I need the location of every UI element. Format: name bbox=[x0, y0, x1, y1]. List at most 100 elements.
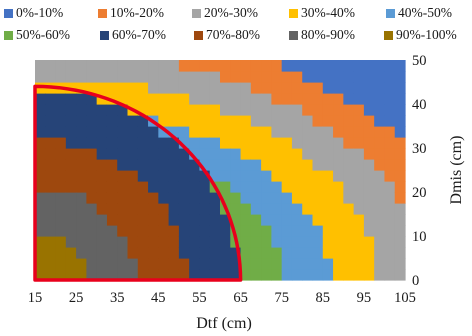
contour-cell bbox=[127, 148, 139, 160]
contour-cell bbox=[291, 214, 303, 226]
contour-cell bbox=[199, 225, 211, 237]
contour-cell bbox=[384, 115, 396, 127]
contour-cell bbox=[148, 247, 159, 259]
contour-cell bbox=[271, 192, 283, 204]
contour-cell bbox=[189, 93, 201, 105]
contour-cell bbox=[312, 225, 324, 237]
contour-cell bbox=[106, 181, 118, 193]
contour-cell bbox=[312, 60, 324, 72]
contour-cell bbox=[127, 181, 139, 193]
contour-cell bbox=[117, 71, 129, 83]
contour-cell bbox=[322, 258, 334, 270]
contour-cell bbox=[45, 214, 57, 226]
contour-cell bbox=[45, 247, 57, 259]
contour-cell bbox=[65, 148, 77, 160]
contour-cell bbox=[35, 170, 46, 182]
legend-item: 60%-70% bbox=[100, 26, 166, 44]
contour-cell bbox=[127, 203, 139, 215]
contour-cell bbox=[302, 82, 314, 94]
contour-cell bbox=[333, 115, 344, 127]
contour-cell bbox=[384, 192, 396, 204]
contour-cell bbox=[291, 170, 303, 182]
contour-cell bbox=[189, 170, 201, 182]
contour-cell bbox=[137, 269, 149, 281]
contour-cell bbox=[333, 82, 344, 94]
contour-cell bbox=[199, 214, 211, 226]
contour-cell bbox=[281, 181, 293, 193]
contour-cell bbox=[117, 159, 129, 171]
contour-cell bbox=[322, 192, 334, 204]
contour-cell bbox=[240, 181, 252, 193]
contour-cell bbox=[168, 126, 180, 138]
contour-cell bbox=[35, 60, 46, 72]
contour-cell bbox=[261, 214, 272, 226]
contour-cell bbox=[65, 247, 77, 259]
contour-cell bbox=[127, 269, 139, 281]
contour-cell bbox=[353, 247, 365, 259]
contour-cell bbox=[343, 214, 355, 226]
contour-cell bbox=[291, 258, 303, 270]
contour-cell bbox=[343, 82, 355, 94]
contour-cell bbox=[96, 137, 108, 149]
contour-cell bbox=[271, 60, 283, 72]
contour-cell bbox=[363, 236, 375, 248]
legend-swatch bbox=[386, 8, 395, 18]
contour-cell bbox=[86, 214, 98, 226]
contour-cell bbox=[168, 181, 180, 193]
contour-cell bbox=[291, 126, 303, 138]
contour-cell bbox=[168, 170, 180, 182]
contour-cell bbox=[209, 60, 221, 72]
contour-cell bbox=[55, 258, 67, 270]
contour-cell bbox=[302, 148, 314, 160]
contour-cell bbox=[45, 60, 57, 72]
legend-label: 20%-30% bbox=[204, 5, 258, 20]
contour-cell bbox=[271, 236, 283, 248]
contour-cell bbox=[86, 236, 98, 248]
contour-cell bbox=[168, 159, 180, 171]
contour-cell bbox=[209, 126, 221, 138]
contour-cell bbox=[96, 159, 108, 171]
contour-cell bbox=[117, 93, 129, 105]
contour-cell bbox=[250, 93, 262, 105]
contour-cell bbox=[261, 225, 272, 237]
contour-cell bbox=[394, 115, 406, 127]
contour-cell bbox=[230, 181, 242, 193]
contour-cell bbox=[384, 71, 396, 83]
contour-cell bbox=[363, 159, 375, 171]
contour-cell bbox=[65, 159, 77, 171]
contour-cell bbox=[394, 247, 406, 259]
contour-cell bbox=[261, 104, 272, 116]
contour-cell bbox=[86, 115, 98, 127]
contour-cell bbox=[199, 269, 211, 281]
legend-swatch bbox=[192, 8, 201, 18]
contour-cell bbox=[353, 115, 365, 127]
contour-cell bbox=[271, 170, 283, 182]
legend-label: 10%-20% bbox=[110, 5, 164, 20]
contour-cell bbox=[199, 159, 211, 171]
contour-cell bbox=[353, 71, 365, 83]
contour-cell bbox=[168, 258, 180, 270]
contour-cell bbox=[261, 148, 272, 160]
contour-cell bbox=[158, 236, 170, 248]
contour-cell bbox=[35, 214, 46, 226]
contour-cell bbox=[45, 181, 57, 193]
contour-cell bbox=[250, 192, 262, 204]
contour-cell bbox=[250, 104, 262, 116]
contour-cell bbox=[302, 269, 314, 281]
contour-cell bbox=[291, 82, 303, 94]
contour-cell bbox=[374, 181, 386, 193]
legend-swatch bbox=[289, 30, 298, 40]
contour-cell bbox=[240, 104, 252, 116]
contour-cell bbox=[65, 181, 77, 193]
contour-cell bbox=[240, 159, 252, 171]
contour-cell bbox=[374, 148, 386, 160]
contour-cell bbox=[137, 214, 149, 226]
contour-cell bbox=[240, 126, 252, 138]
contour-cell bbox=[76, 82, 87, 94]
contour-cell bbox=[117, 258, 129, 270]
contour-cell bbox=[158, 269, 170, 281]
contour-cell bbox=[384, 247, 396, 259]
contour-cell bbox=[96, 214, 108, 226]
contour-cell bbox=[55, 269, 67, 281]
